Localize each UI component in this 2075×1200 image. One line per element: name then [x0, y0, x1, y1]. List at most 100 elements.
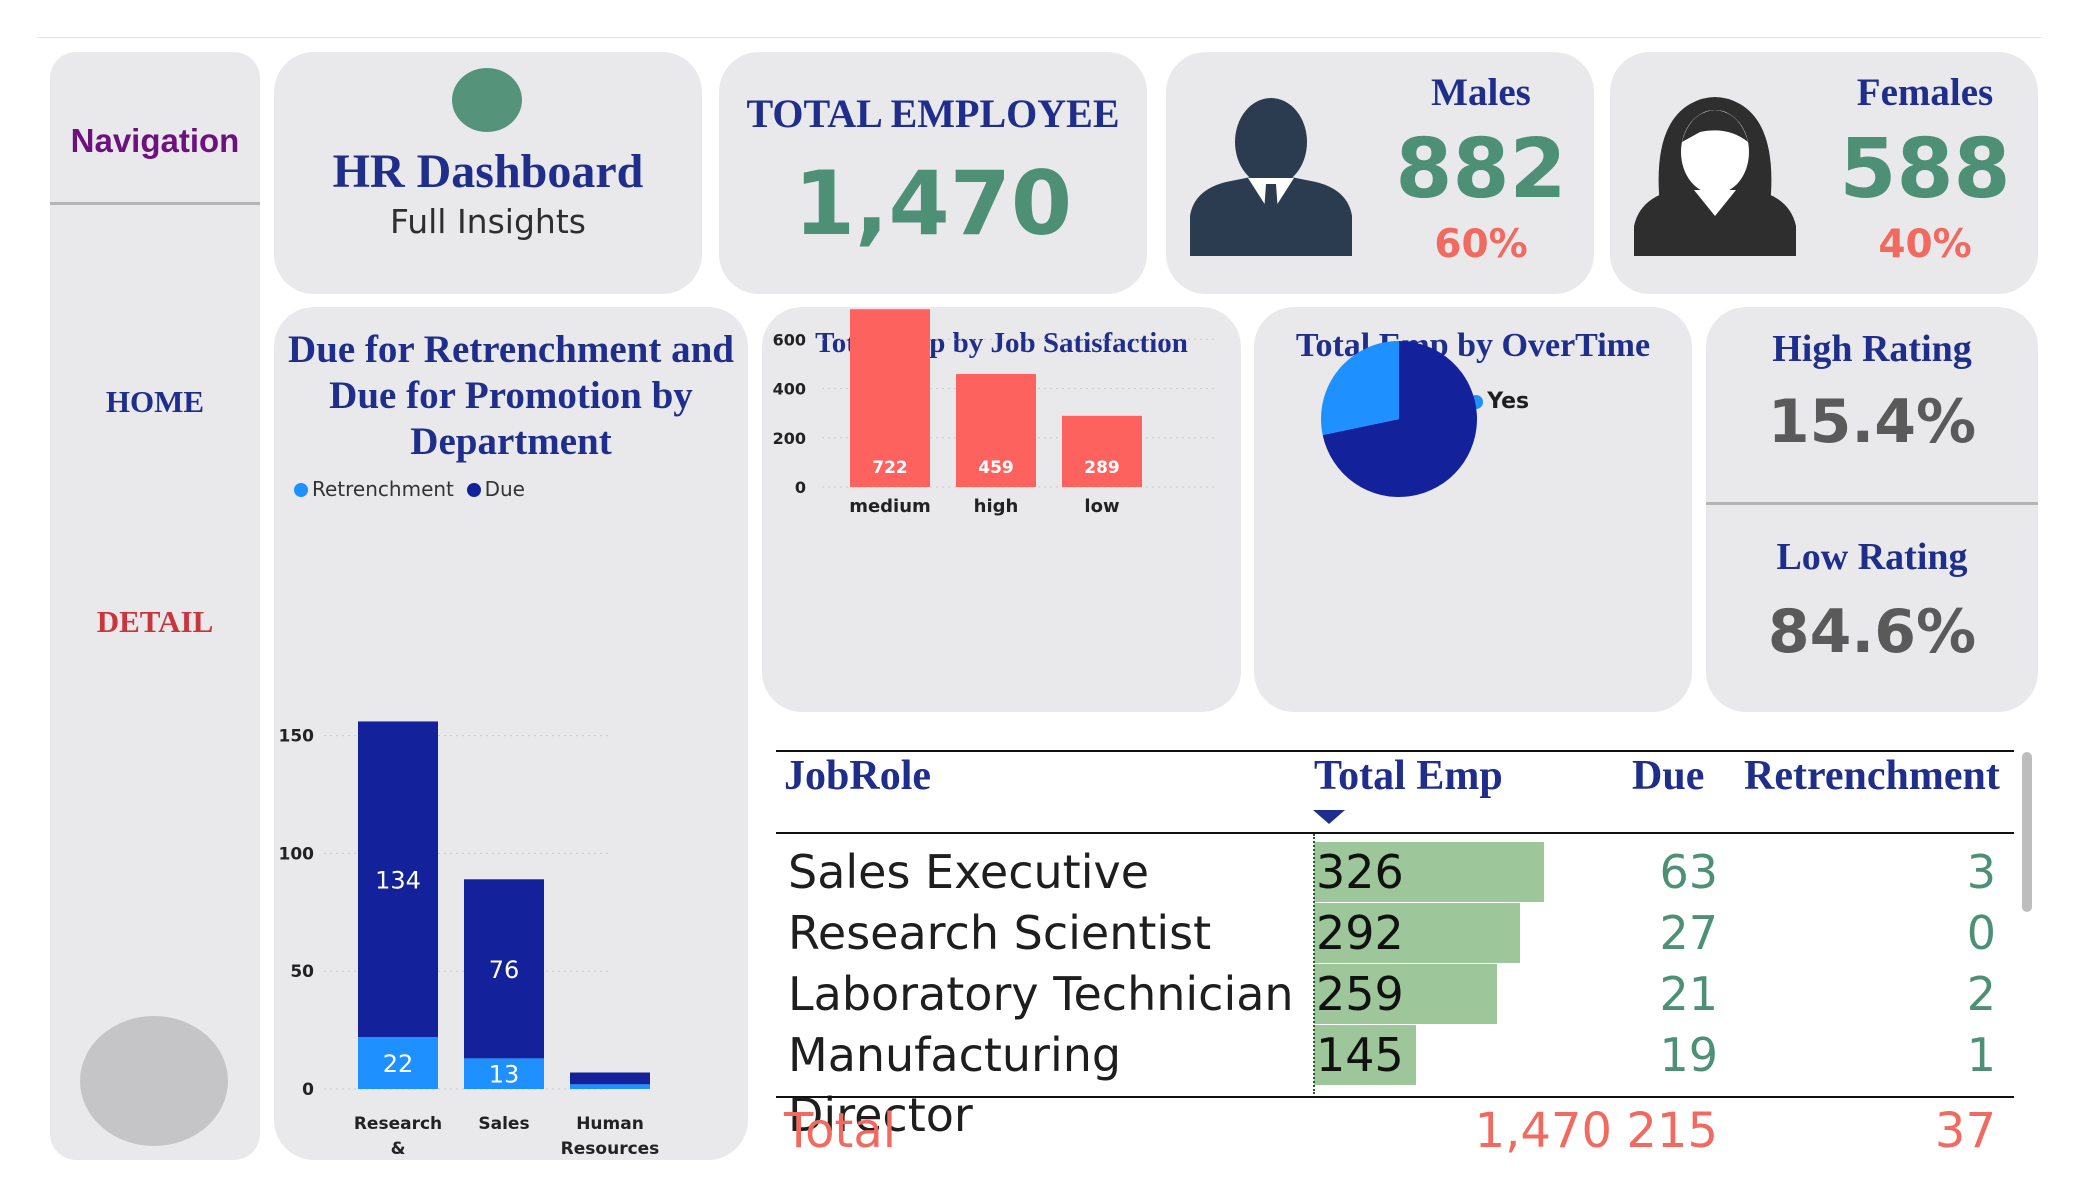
table-header-rule — [776, 832, 2014, 834]
due-cell: 63 — [1659, 845, 1718, 899]
dept-bar-due[interactable] — [464, 879, 544, 1059]
retrenchment-cell: 0 — [1966, 906, 1996, 960]
retrenchment-cell: 3 — [1966, 845, 1996, 899]
js-y-tick: 600 — [773, 330, 806, 349]
js-bar-label: 722 — [872, 458, 908, 478]
dept-y-tick: 0 — [302, 1080, 314, 1100]
dept-bar-retrenchment[interactable] — [464, 1058, 544, 1089]
js-x-tick: high — [974, 496, 1019, 517]
overtime-card: Total Emp by OverTime No Yes — [1254, 307, 1692, 712]
females-card: Females 588 40% — [1610, 52, 2038, 294]
legend-retrenchment-label: Retrenchment — [312, 477, 454, 501]
retrenchment-cell: 2 — [1966, 967, 1996, 1021]
table-row[interactable]: Research Scientist 292 27 0 — [776, 903, 2014, 963]
total-employee-label: TOTAL EMPLOYEE — [746, 91, 1120, 136]
female-person-icon — [1634, 97, 1796, 256]
table-total-rule — [776, 1096, 2014, 1098]
females-label: Females — [1856, 71, 1994, 114]
job-satisfaction-bar-chart: 0200400600800722medium459high289low — [773, 309, 1217, 517]
jobrole-table: JobRole Total Emp Due Retrenchment Sales… — [776, 750, 2014, 1160]
total-row-due: 215 — [1626, 1103, 1718, 1159]
js-x-tick: low — [1084, 496, 1119, 517]
nav-circle-button[interactable] — [80, 1016, 228, 1146]
males-percent: 60% — [1434, 222, 1528, 267]
total-emp-bar — [1314, 903, 1520, 963]
department-chart-legend: Retrenchment Due — [294, 477, 525, 501]
js-y-tick: 0 — [795, 478, 806, 497]
jobrole-cell: Research Scientist — [788, 906, 1212, 960]
js-y-tick: 200 — [773, 429, 806, 448]
legend-retrenchment-dot — [294, 483, 308, 497]
logo-dot — [452, 68, 522, 132]
females-percent: 40% — [1878, 222, 1972, 267]
dept-x-tick: Research&Develop... — [349, 1114, 446, 1160]
rating-divider — [1706, 502, 2038, 505]
col-header-retrenchment[interactable]: Retrenchment — [1744, 753, 2000, 799]
department-bar-chart: 0 50 100 150 22 134 Research&Develop... 13 76 Sal… — [279, 721, 660, 1160]
total-employee-value: 1,470 — [793, 152, 1073, 255]
total-emp-bar — [1314, 842, 1544, 902]
page-title: HR Dashboard — [332, 145, 644, 198]
jobrole-cell: Sales Executive — [788, 845, 1150, 899]
js-x-tick: medium — [849, 496, 931, 517]
dept-bar-due[interactable] — [570, 1072, 650, 1085]
high-rating-value: 15.4% — [1767, 387, 1977, 457]
dept-bar-label: 76 — [489, 956, 520, 984]
total-row-label: Total — [784, 1103, 897, 1159]
table-row[interactable]: Sales Executive 326 63 3 — [776, 842, 2014, 902]
table-row[interactable]: Manufacturing Director 145 19 1 — [776, 1025, 2014, 1142]
rating-card: High Rating 15.4% Low Rating 84.6% — [1706, 307, 2038, 712]
total-emp-cell: 145 — [1316, 1028, 1404, 1082]
dept-bar-label: 13 — [489, 1061, 520, 1089]
low-rating-value: 84.6% — [1767, 597, 1977, 667]
page-subtitle: Full Insights — [390, 202, 586, 241]
total-emp-cell: 292 — [1316, 906, 1404, 960]
js-plot: 0200400600800722medium459high289low — [773, 309, 1217, 517]
js-bar-medium[interactable] — [850, 309, 930, 487]
job-satisfaction-card: Total Emp by Job Satisfaction 0 200 400 600… — [762, 307, 1241, 712]
dept-bar-label: 22 — [383, 1050, 414, 1078]
males-value: 882 — [1395, 122, 1567, 217]
department-chart-title: Due for Retrenchment and Due for Promoti… — [288, 328, 734, 463]
low-rating-label: Low Rating — [1776, 536, 1968, 578]
dept-bar-retrenchment[interactable] — [358, 1037, 438, 1089]
nav-detail-link[interactable]: DETAIL — [96, 604, 214, 639]
dept-x-tick: Sales — [478, 1114, 529, 1134]
total-emp-bar — [1314, 1025, 1417, 1085]
table-top-rule — [776, 750, 2014, 752]
overtime-pie-chart — [1321, 341, 1477, 497]
dept-x-tick: Human Resources — [561, 1114, 660, 1159]
dept-bar-retrenchment[interactable] — [570, 1084, 650, 1089]
js-bar-label: 459 — [978, 458, 1014, 478]
sort-descending-icon[interactable] — [1313, 810, 1345, 824]
pie-slice-no[interactable] — [1322, 341, 1477, 497]
department-chart-card: Due for Retrenchment and Due for Promoti… — [274, 307, 748, 1160]
due-cell: 19 — [1659, 1028, 1718, 1082]
col-header-total-emp[interactable]: Total Emp — [1314, 753, 1503, 799]
pie-slice-yes[interactable] — [1321, 341, 1399, 436]
total-employee-card: TOTAL EMPLOYEE 1,470 — [719, 52, 1147, 294]
navigation-divider — [50, 202, 260, 205]
dept-y-tick: 100 — [279, 844, 315, 864]
nav-home-link[interactable]: HOME — [105, 384, 205, 419]
dept-y-tick: 150 — [279, 727, 315, 747]
js-bar-low[interactable] — [1062, 415, 1142, 487]
navigation-panel: Navigation HOME DETAIL — [50, 52, 260, 1160]
table-scrollbar[interactable] — [2022, 752, 2032, 912]
due-cell: 27 — [1659, 906, 1718, 960]
dept-bar-label: 134 — [375, 866, 421, 894]
table-row[interactable]: Laboratory Technician 259 21 2 — [776, 964, 2014, 1024]
col-header-due[interactable]: Due — [1632, 753, 1705, 799]
males-label: Males — [1431, 71, 1531, 114]
males-card: Males 882 60% — [1166, 52, 1594, 294]
col-header-jobrole[interactable]: JobRole — [784, 753, 931, 799]
js-bar-high[interactable] — [956, 373, 1036, 487]
total-row-total-emp: 1,470 — [1474, 1103, 1612, 1159]
dept-bar-due[interactable] — [358, 721, 438, 1038]
jobrole-cell: Laboratory Technician — [788, 967, 1294, 1021]
total-emp-cell: 259 — [1316, 967, 1404, 1021]
bar-baseline — [1313, 834, 1315, 1094]
title-card: HR Dashboard Full Insights — [274, 52, 702, 294]
high-rating-label: High Rating — [1772, 328, 1972, 370]
legend-due-dot — [466, 483, 481, 497]
